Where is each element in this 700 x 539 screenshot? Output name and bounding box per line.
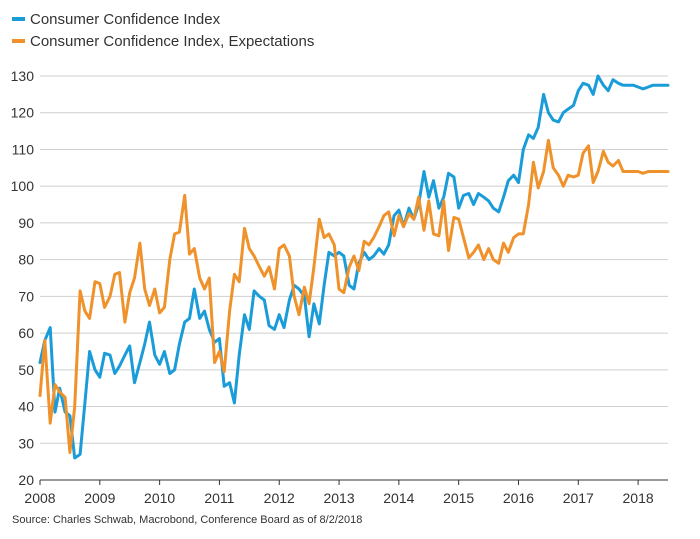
x-tick-label: 2011 (204, 490, 234, 506)
x-tick-label: 2016 (503, 490, 534, 506)
y-tick-label: 40 (18, 399, 34, 415)
series-line-cci (38, 74, 670, 460)
x-tick-label: 2014 (383, 490, 414, 506)
x-tick-label: 2013 (323, 490, 354, 506)
y-tick-label: 50 (18, 362, 34, 378)
x-tick-label: 2015 (443, 490, 474, 506)
x-tick-label: 2017 (563, 490, 594, 506)
x-tick-label: 2010 (144, 490, 175, 506)
y-tick-label: 110 (12, 141, 35, 157)
legend-swatch-cci (12, 17, 25, 21)
x-tick-label: 2018 (623, 490, 654, 506)
y-tick-label: 120 (11, 105, 35, 121)
y-tick-label: 70 (18, 288, 34, 304)
series-lines (38, 74, 670, 460)
y-tick-label: 20 (18, 472, 34, 488)
x-axis-ticks: 2008 2009 2010 2011 2012 2013 2014 2015 2016 2017… (24, 480, 654, 506)
y-tick-label: 90 (18, 215, 34, 231)
legend-item-cci: Consumer Confidence Index (12, 8, 314, 30)
x-tick-label: 2009 (84, 490, 115, 506)
y-axis-ticks: 20 30 40 50 60 70 80 90 100 110 120 130 (11, 68, 35, 488)
y-tick-label: 30 (18, 435, 34, 451)
legend-swatch-expectations (12, 39, 25, 43)
source-note: Source: Charles Schwab, Macrobond, Confe… (12, 514, 363, 526)
y-tick-label: 60 (18, 325, 34, 341)
legend-label-cci: Consumer Confidence Index (30, 10, 221, 28)
y-tick-label: 100 (11, 178, 35, 194)
legend-label-expectations: Consumer Confidence Index, Expectations (30, 32, 315, 50)
legend-item-expectations: Consumer Confidence Index, Expectations (12, 30, 314, 52)
x-tick-label: 2012 (264, 490, 295, 506)
y-tick-label: 80 (18, 252, 34, 268)
series-line-expectations (38, 138, 670, 454)
x-tick-label: 2008 (24, 490, 55, 506)
legend: Consumer Confidence Index Consumer Confi… (12, 8, 314, 52)
y-tick-label: 130 (11, 68, 35, 84)
